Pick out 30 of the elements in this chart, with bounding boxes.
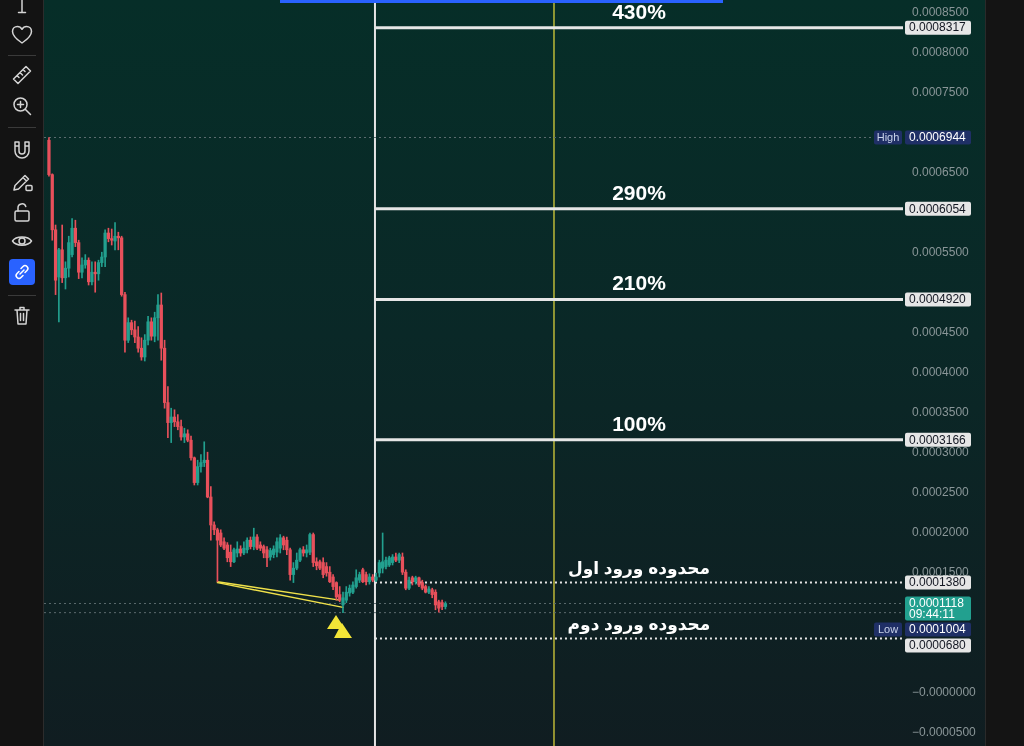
ref-line-label: 0.0006054 bbox=[909, 201, 967, 216]
annotation: High bbox=[876, 131, 900, 144]
y-tick-label: 0.0003500 bbox=[912, 405, 970, 420]
y-tick-label: −0.0000000 bbox=[912, 685, 977, 700]
y-tick-label: 0.0008000 bbox=[912, 45, 970, 60]
ref-line-label: 0.0000680 bbox=[909, 638, 967, 653]
y-tick-label: 0.0005500 bbox=[912, 245, 970, 260]
text: 09:44:11 bbox=[909, 606, 956, 621]
y-tick-label: −0.0000500 bbox=[912, 725, 977, 740]
y-tick-label: 0.0002000 bbox=[912, 525, 970, 540]
annotation: 210% bbox=[612, 271, 667, 295]
ref-line-label: 0.0003166 bbox=[909, 432, 967, 447]
y-tick-label: 0.0004000 bbox=[912, 365, 970, 380]
ref-line-label: 0.0008317 bbox=[909, 20, 967, 35]
annotation: محدوده ورود اول bbox=[567, 558, 711, 579]
ref-line-label: 0.0001004 bbox=[909, 622, 967, 637]
y-tick-label: 0.0006500 bbox=[912, 165, 970, 180]
ref-line-label: 0.0006944 bbox=[909, 130, 967, 145]
annotation: 100% bbox=[612, 411, 667, 435]
y-tick-label: 0.0003000 bbox=[912, 445, 970, 460]
annotation: Low bbox=[877, 623, 899, 636]
annotation: 430% bbox=[612, 0, 667, 23]
y-tick-label: 0.0008500 bbox=[912, 5, 970, 20]
y-tick-label: 0.0007500 bbox=[912, 85, 970, 100]
annotation: محدوده ورود دوم bbox=[567, 614, 711, 635]
y-tick-label: 0.0004500 bbox=[912, 325, 970, 340]
ref-line-label: 0.0004920 bbox=[909, 292, 967, 307]
ref-line-label: 0.0001380 bbox=[909, 575, 967, 590]
y-tick-label: 0.0002500 bbox=[912, 485, 970, 500]
annotation: 290% bbox=[612, 180, 667, 204]
